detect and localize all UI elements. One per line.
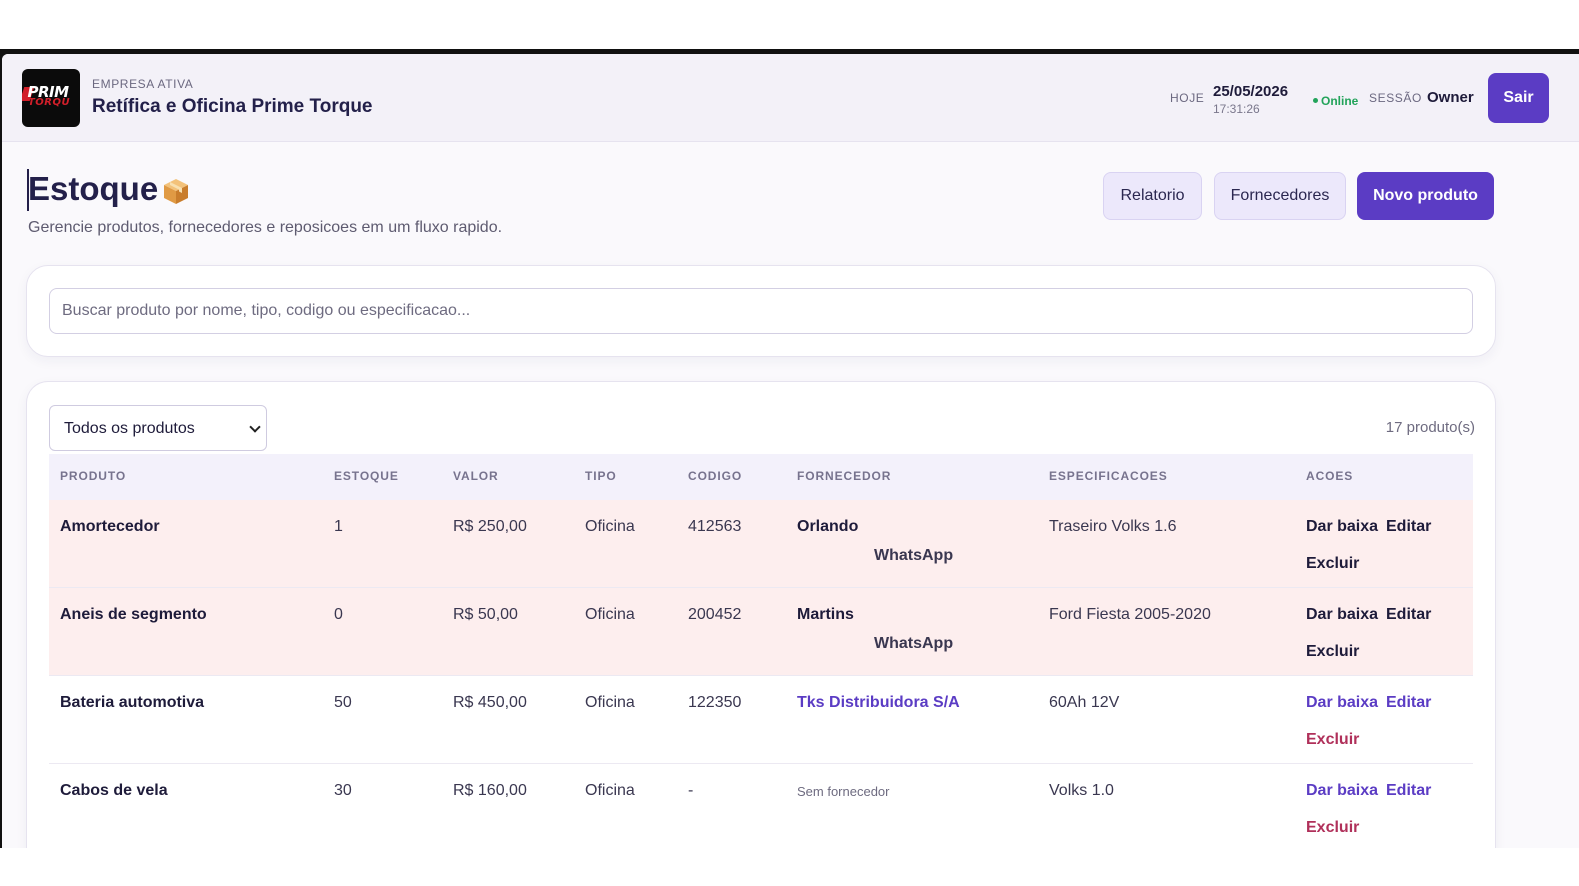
package-box-icon xyxy=(164,179,188,204)
dar-baixa-button[interactable]: Dar baixa xyxy=(1306,518,1379,535)
delete-button[interactable]: Excluir xyxy=(1306,555,1360,572)
product-type: Oficina xyxy=(585,518,635,535)
column-header-fornecedor: FORNECEDOR xyxy=(797,469,892,483)
delete-button[interactable]: Excluir xyxy=(1306,731,1360,748)
window-top-margin xyxy=(0,0,1579,49)
session-user: Owner xyxy=(1427,89,1474,106)
delete-button[interactable]: Excluir xyxy=(1306,643,1360,660)
product-supplier: Orlando xyxy=(797,518,859,535)
logo-text-torque: TORQU xyxy=(22,97,71,108)
online-status: Online xyxy=(1313,94,1358,108)
new-product-button[interactable]: Novo produto xyxy=(1357,172,1494,220)
product-stock: 30 xyxy=(334,782,352,799)
top-header: PRIM TORQU EMPRESA ATIVA Retífica e Ofic… xyxy=(2,54,1579,142)
dar-baixa-button[interactable]: Dar baixa xyxy=(1306,694,1379,711)
product-specs: Volks 1.0 xyxy=(1049,782,1114,799)
window-bottom-margin xyxy=(0,848,1579,886)
column-header-estoque: ESTOQUE xyxy=(334,469,399,483)
text-cursor xyxy=(27,169,29,211)
app-window: PRIM TORQU EMPRESA ATIVA Retífica e Ofic… xyxy=(2,54,1579,848)
page-title: Estoque xyxy=(28,170,159,207)
table-row: Aneis de segmento 0 R$ 50,00 Oficina 200… xyxy=(49,588,1473,676)
product-type: Oficina xyxy=(585,782,635,799)
edit-button[interactable]: Editar xyxy=(1386,782,1432,799)
column-header-especificacoes: ESPECIFICACOES xyxy=(1049,469,1168,483)
today-date: 25/05/2026 xyxy=(1213,83,1289,100)
delete-button[interactable]: Excluir xyxy=(1306,819,1360,836)
edit-button[interactable]: Editar xyxy=(1386,518,1432,535)
page-subtitle: Gerencie produtos, fornecedores e reposi… xyxy=(28,219,503,236)
product-type: Oficina xyxy=(585,606,635,623)
online-dot-icon xyxy=(1313,98,1318,104)
supplier-whatsapp-link[interactable]: WhatsApp xyxy=(874,635,954,652)
product-price: R$ 160,00 xyxy=(453,782,527,799)
no-supplier-text: Sem fornecedor xyxy=(797,784,890,799)
product-stock: 0 xyxy=(334,606,343,623)
product-specs: Traseiro Volks 1.6 xyxy=(1049,518,1177,535)
product-code: - xyxy=(688,782,694,799)
column-header-acoes: ACOES xyxy=(1306,469,1354,483)
product-price: R$ 450,00 xyxy=(453,694,527,711)
product-code: 122350 xyxy=(688,694,742,711)
product-stock: 1 xyxy=(334,518,343,535)
products-table-card: Todos os produtos 17 produto(s) PRODUTO … xyxy=(26,381,1496,848)
product-supplier: Martins xyxy=(797,606,854,623)
active-company-label: EMPRESA ATIVA xyxy=(92,77,194,91)
product-type: Oficina xyxy=(585,694,635,711)
table-row: Cabos de vela 30 R$ 160,00 Oficina - Sem… xyxy=(49,764,1473,848)
today-time: 17:31:26 xyxy=(1213,102,1260,116)
product-name: Cabos de vela xyxy=(60,782,168,799)
product-name: Bateria automotiva xyxy=(60,694,205,711)
product-name: Amortecedor xyxy=(60,518,160,535)
supplier-whatsapp-link[interactable]: WhatsApp xyxy=(874,547,954,564)
online-status-text: Online xyxy=(1321,94,1359,108)
product-specs: Ford Fiesta 2005-2020 xyxy=(1049,606,1211,623)
suppliers-button[interactable]: Fornecedores xyxy=(1214,172,1346,220)
column-header-valor: VALOR xyxy=(453,469,499,483)
product-stock: 50 xyxy=(334,694,352,711)
product-filter-select[interactable]: Todos os produtos xyxy=(49,405,267,451)
product-specs: 60Ah 12V xyxy=(1049,694,1120,711)
logout-button[interactable]: Sair xyxy=(1488,73,1549,123)
product-price: R$ 250,00 xyxy=(453,518,527,535)
product-search-input[interactable] xyxy=(49,288,1473,334)
product-supplier-link[interactable]: Tks Distribuidora S/A xyxy=(797,694,960,711)
product-code: 412563 xyxy=(688,518,742,535)
dar-baixa-button[interactable]: Dar baixa xyxy=(1306,782,1379,799)
table-row: Amortecedor 1 R$ 250,00 Oficina 412563 O… xyxy=(49,500,1473,588)
session-label: SESSÃO xyxy=(1369,91,1422,105)
product-count: 17 produto(s) xyxy=(1385,419,1475,436)
today-label: HOJE xyxy=(1170,91,1205,105)
edit-button[interactable]: Editar xyxy=(1386,694,1432,711)
table-header: PRODUTO ESTOQUE VALOR TIPO CODIGO FORNEC… xyxy=(49,454,1473,500)
product-price: R$ 50,00 xyxy=(453,606,518,623)
search-card xyxy=(26,265,1496,357)
column-header-codigo: CODIGO xyxy=(688,469,743,483)
company-logo: PRIM TORQU xyxy=(22,69,80,127)
logo-text-prime: PRIM xyxy=(22,83,69,101)
active-company-name: Retífica e Oficina Prime Torque xyxy=(92,96,373,117)
product-name: Aneis de segmento xyxy=(60,606,207,623)
column-header-tipo: TIPO xyxy=(585,469,617,483)
column-header-produto: PRODUTO xyxy=(60,469,127,483)
table-row: Bateria automotiva 50 R$ 450,00 Oficina … xyxy=(49,676,1473,764)
product-code: 200452 xyxy=(688,606,742,623)
edit-button[interactable]: Editar xyxy=(1386,606,1432,623)
report-button[interactable]: Relatorio xyxy=(1103,172,1202,220)
dar-baixa-button[interactable]: Dar baixa xyxy=(1306,606,1379,623)
